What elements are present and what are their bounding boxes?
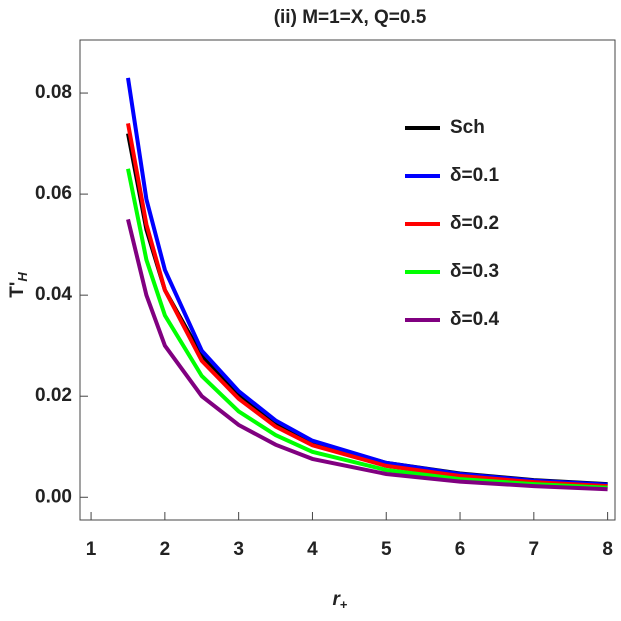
legend-label: δ=0.3 [450, 261, 499, 282]
x-tick-label: 4 [307, 539, 318, 560]
series-line [126, 133, 608, 487]
series-line [126, 123, 608, 489]
series-line [126, 218, 608, 492]
plot-frame [79, 39, 616, 521]
y-label-main: T' [7, 282, 28, 298]
chart-title: (ii) M=1=X, Q=0.5 [274, 7, 427, 28]
y-tick-label: 0.08 [35, 82, 72, 103]
x-tick-label: 1 [86, 539, 97, 560]
x-tick-label: 6 [455, 539, 466, 560]
x-tick-label: 2 [160, 539, 171, 560]
x-tick-label: 7 [529, 539, 540, 560]
legend-label: δ=0.4 [450, 309, 499, 330]
y-tick-label: 0.00 [35, 486, 72, 507]
x-tick-label: 5 [381, 539, 392, 560]
legend-label: Sch [450, 117, 485, 138]
y-tick-label: 0.04 [35, 284, 72, 305]
y-tick-label: 0.02 [35, 385, 72, 406]
series-line [126, 168, 608, 490]
x-label-main: r [333, 589, 342, 610]
series-line [126, 77, 608, 487]
y-tick-label: 0.06 [35, 183, 72, 204]
legend-label: δ=0.1 [450, 165, 499, 186]
x-axis-label: r+ [333, 589, 348, 612]
x-tick-label: 8 [602, 539, 613, 560]
y-label-sub: H [15, 272, 30, 282]
x-label-sub: + [340, 597, 348, 612]
y-axis-label: T'H [7, 272, 30, 298]
legend-label: δ=0.2 [450, 213, 499, 234]
x-tick-label: 3 [233, 539, 244, 560]
